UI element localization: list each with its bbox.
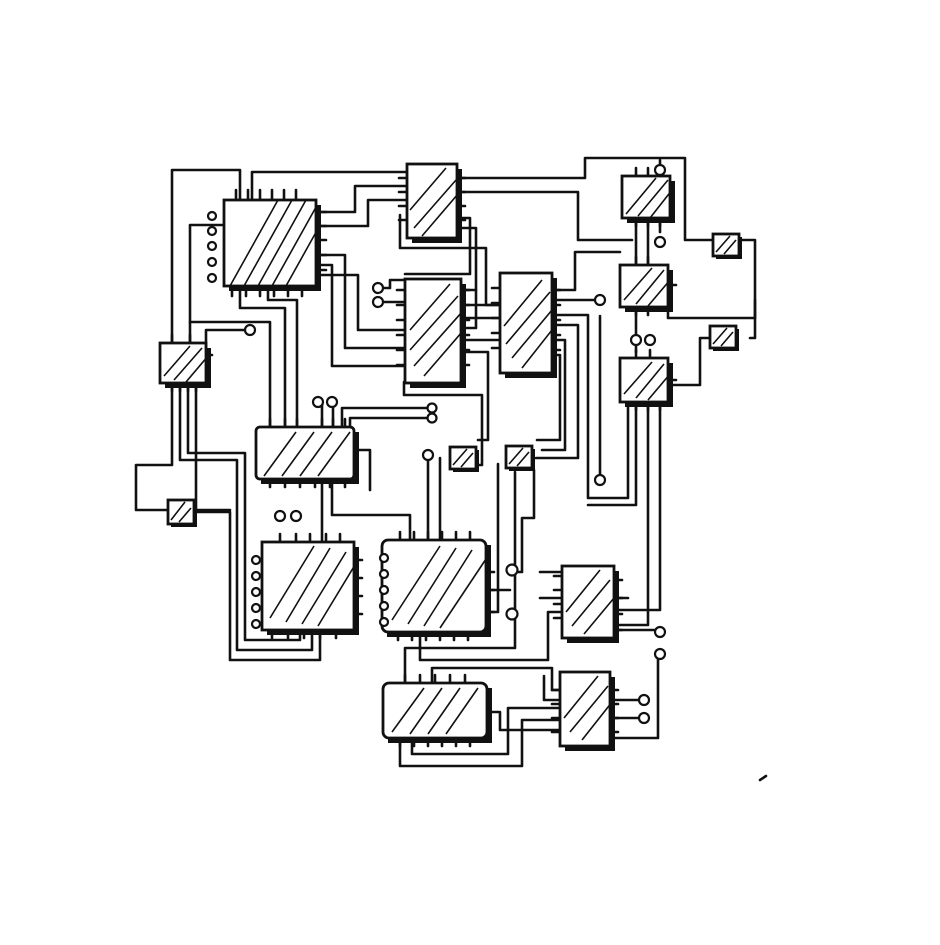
wire — [398, 718, 562, 768]
terminal — [426, 402, 438, 414]
wire — [348, 416, 432, 432]
ic-chip — [250, 532, 364, 640]
terminal — [643, 333, 657, 347]
terminal — [653, 647, 667, 661]
wire — [314, 253, 407, 350]
wire — [485, 710, 562, 732]
wire — [178, 381, 314, 652]
terminal — [505, 607, 519, 621]
terminal — [325, 395, 339, 409]
wire — [170, 168, 242, 347]
wire — [204, 328, 247, 350]
ic-chip — [158, 333, 214, 393]
terminal — [653, 235, 667, 249]
wire — [534, 323, 580, 460]
wire — [542, 674, 562, 702]
ic-chip — [618, 255, 678, 317]
wire — [612, 400, 662, 612]
tiny-component — [708, 324, 739, 351]
ic-chip — [254, 417, 359, 489]
terminal — [426, 412, 438, 424]
wire — [418, 610, 564, 662]
wire — [550, 313, 630, 500]
ic-chip — [552, 564, 624, 643]
wire — [402, 380, 484, 467]
wire — [186, 381, 302, 642]
wire — [352, 448, 372, 492]
ic-chip — [378, 530, 496, 642]
wire — [586, 400, 638, 507]
ic-chip — [397, 162, 467, 243]
ic-chip — [381, 673, 492, 748]
wire — [403, 470, 517, 685]
wire — [314, 184, 409, 214]
tiny-component — [504, 444, 535, 471]
tiny-component — [166, 498, 197, 527]
ic-chip — [395, 277, 471, 388]
wire — [188, 320, 272, 430]
wire — [455, 226, 478, 330]
terminal — [273, 509, 287, 523]
ic-chip — [620, 166, 675, 228]
wire — [613, 400, 650, 627]
wire — [508, 468, 536, 574]
terminal — [311, 395, 325, 409]
terminal — [653, 625, 667, 639]
terminal — [243, 323, 257, 337]
wire — [455, 156, 716, 242]
wire — [188, 223, 226, 347]
terminal — [371, 281, 385, 295]
wire — [238, 284, 287, 430]
wire — [314, 198, 409, 228]
terminal — [371, 295, 385, 309]
wire — [455, 190, 634, 242]
terminal — [593, 293, 607, 307]
wire — [134, 381, 174, 512]
terminal — [593, 473, 607, 487]
wire — [758, 774, 768, 782]
ic-chip — [550, 670, 620, 751]
terminal — [637, 693, 651, 707]
wire — [340, 406, 432, 429]
wire — [194, 381, 322, 662]
terminal — [629, 333, 643, 347]
terminal — [421, 448, 435, 462]
wire — [748, 298, 757, 340]
terminal — [637, 711, 651, 725]
wire — [608, 654, 660, 740]
wire — [550, 250, 622, 292]
wire — [266, 284, 299, 430]
tiny-component — [448, 445, 479, 472]
tiny-component — [711, 232, 742, 259]
ic-chip — [490, 271, 562, 378]
ic-chip — [206, 188, 328, 298]
wire — [666, 336, 714, 387]
wire — [250, 170, 409, 202]
wire — [540, 338, 567, 452]
component-layer — [158, 162, 742, 751]
terminal-layer — [243, 163, 667, 725]
terminal — [653, 163, 667, 177]
terminal — [505, 563, 519, 577]
ic-chip — [618, 348, 678, 412]
wire — [330, 478, 412, 542]
wire — [410, 706, 562, 756]
wire — [314, 263, 407, 368]
terminal — [289, 509, 303, 523]
wire — [403, 216, 472, 276]
wire — [314, 273, 407, 332]
wire-layer — [134, 156, 768, 782]
